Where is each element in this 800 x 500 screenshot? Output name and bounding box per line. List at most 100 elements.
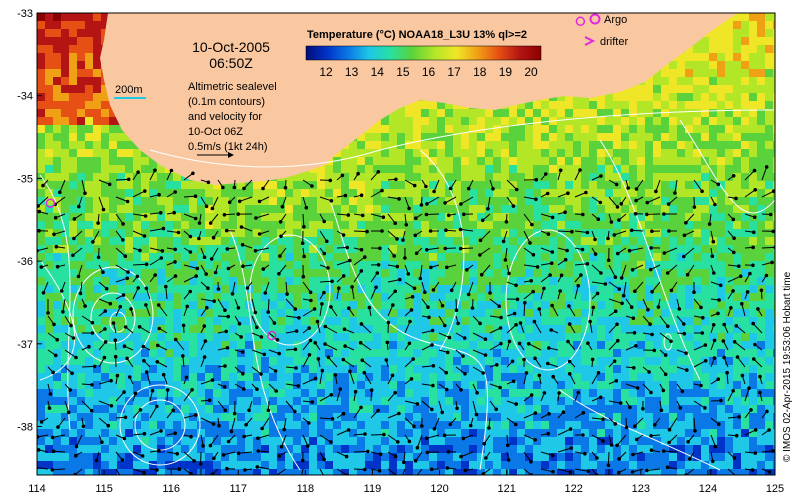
velocity-arrow-head	[87, 344, 91, 349]
velocity-arrow-head	[393, 454, 398, 459]
velocity-arrow-head	[397, 411, 401, 416]
velocity-arrow-head	[424, 184, 428, 189]
caption-line-4: 10-Oct 06Z	[188, 126, 243, 138]
velocity-arrow-head	[666, 324, 670, 329]
velocity-arrow-head	[143, 189, 147, 193]
velocity-arrow-head	[374, 285, 378, 290]
velocity-arrow	[523, 412, 536, 419]
velocity-arrow	[98, 380, 112, 385]
velocity-arrow	[426, 247, 440, 251]
velocity-arrow-head	[185, 304, 189, 309]
velocity-arrow-head	[752, 230, 756, 235]
velocity-arrow-head	[401, 238, 405, 242]
velocity-arrow-head	[459, 454, 463, 459]
velocity-arrow-head	[617, 287, 622, 291]
velocity-arrow-head	[155, 404, 159, 409]
velocity-arrow-head	[226, 266, 231, 271]
velocity-arrow-head	[173, 337, 178, 342]
velocity-arrow-head	[621, 293, 626, 298]
velocity-arrow-head	[161, 226, 166, 231]
velocity-arrow-head	[359, 405, 363, 410]
velocity-arrow	[632, 468, 644, 473]
velocity-arrow-head	[542, 391, 547, 395]
velocity-arrow	[667, 264, 678, 274]
velocity-arrow-head	[101, 270, 105, 275]
velocity-arrow-head	[650, 332, 654, 337]
velocity-arrow	[232, 281, 236, 294]
velocity-arrow	[370, 390, 373, 402]
velocity-arrow	[460, 247, 474, 250]
velocity-arrow-head	[143, 214, 148, 218]
velocity-arrow-head	[239, 225, 244, 229]
velocity-arrow-head	[59, 289, 64, 293]
velocity-arrow-head	[478, 238, 483, 243]
colorbar-tick-label: 18	[473, 65, 487, 79]
velocity-arrow-head	[624, 425, 629, 430]
velocity-arrow-head	[194, 413, 198, 417]
velocity-arrow-head	[550, 303, 554, 308]
velocity-arrow	[217, 400, 226, 411]
velocity-arrow-head	[173, 260, 177, 264]
velocity-arrow	[302, 213, 305, 227]
drifter-legend-label: drifter	[600, 36, 628, 48]
velocity-arrow	[132, 190, 146, 198]
velocity-arrow-head	[632, 331, 637, 335]
velocity-arrow-head	[752, 168, 757, 173]
velocity-arrow	[727, 416, 740, 419]
velocity-arrow	[257, 434, 270, 439]
velocity-arrow-head	[563, 257, 568, 262]
velocity-arrow-head	[443, 246, 448, 251]
velocity-arrow-head	[277, 454, 282, 458]
velocity-arrow-head	[549, 328, 554, 332]
velocity-arrow-head	[767, 428, 771, 432]
velocity-arrow-head	[712, 271, 716, 275]
velocity-arrow-head	[734, 196, 738, 201]
velocity-arrow-head	[376, 408, 380, 413]
velocity-arrow-head	[109, 378, 113, 383]
velocity-arrow-head	[153, 273, 157, 277]
velocity-arrow-head	[518, 321, 523, 325]
velocity-arrow	[370, 213, 384, 218]
velocity-arrow-head	[221, 453, 226, 457]
velocity-arrow-head	[272, 321, 277, 325]
velocity-arrow-head	[330, 417, 335, 421]
velocity-arrow-head	[144, 286, 149, 291]
velocity-arrow	[370, 272, 378, 283]
velocity-arrow	[149, 170, 156, 181]
velocity-arrow-head	[197, 221, 202, 225]
velocity-arrow-head	[72, 236, 76, 241]
velocity-arrow-head	[685, 272, 690, 277]
velocity-arrow-head	[565, 248, 569, 253]
velocity-arrow	[659, 315, 669, 327]
velocity-arrow	[753, 358, 763, 368]
velocity-arrow	[668, 196, 678, 205]
velocity-arrow	[183, 264, 198, 269]
velocity-arrow-head	[202, 324, 207, 328]
velocity-arrow	[727, 390, 734, 402]
velocity-arrow	[646, 468, 661, 471]
velocity-arrow-head	[37, 209, 42, 214]
velocity-arrow-head	[211, 235, 216, 240]
velocity-arrow-head	[141, 344, 146, 349]
velocity-arrow-head	[71, 253, 75, 258]
velocity-arrow-head	[609, 220, 614, 224]
velocity-arrow-head	[751, 245, 755, 250]
velocity-arrow	[634, 281, 644, 292]
velocity-arrow-head	[209, 257, 214, 261]
velocity-arrow-head	[699, 305, 703, 310]
velocity-arrow-head	[430, 407, 434, 412]
velocity-arrow-head	[393, 289, 398, 294]
velocity-arrow-head	[140, 454, 145, 458]
velocity-arrow-head	[424, 436, 429, 441]
velocity-arrow-head	[514, 322, 518, 327]
velocity-arrow	[568, 305, 576, 317]
velocity-arrow	[651, 281, 661, 293]
velocity-arrow-head	[415, 402, 420, 406]
velocity-arrow-head	[37, 448, 41, 452]
velocity-arrow	[433, 417, 440, 429]
credit-text: © IMOS 02-Apr-2015 19:53:06 Hobart time	[782, 271, 793, 462]
velocity-arrow-head	[735, 355, 740, 359]
velocity-arrow-head	[206, 180, 211, 185]
velocity-arrow-head	[92, 364, 97, 369]
velocity-arrow	[139, 326, 151, 334]
